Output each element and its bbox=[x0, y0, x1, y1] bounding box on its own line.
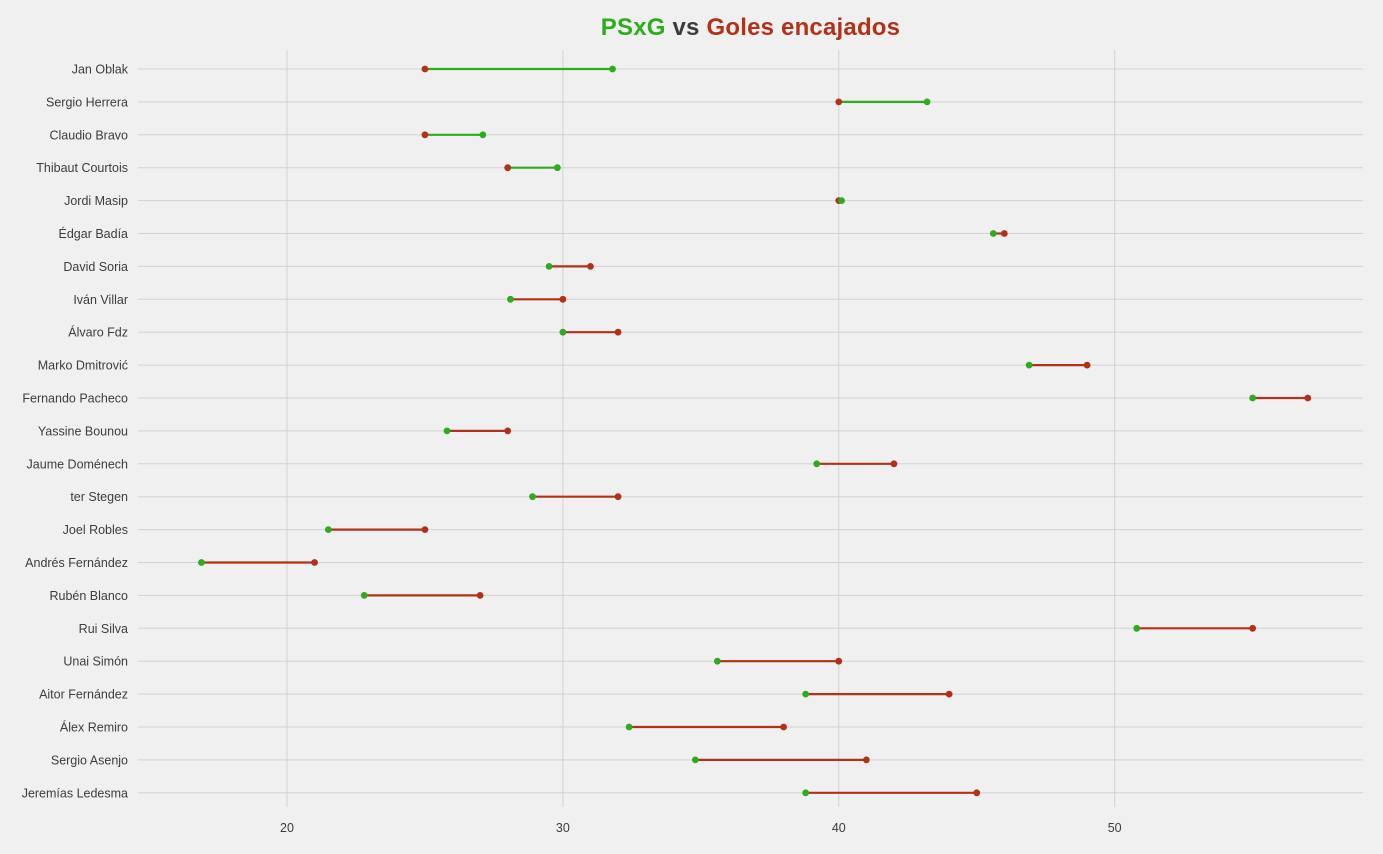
psxg-point bbox=[802, 690, 810, 698]
goals-point bbox=[945, 690, 953, 698]
psxg-point bbox=[1133, 624, 1141, 632]
goals-point bbox=[476, 592, 484, 599]
goals-point bbox=[311, 559, 318, 566]
goals-point bbox=[1304, 394, 1312, 402]
psxg-point bbox=[713, 657, 721, 665]
player-label: Thibaut Courtois bbox=[36, 161, 128, 175]
player-label: Jan Oblak bbox=[72, 63, 129, 77]
psxg-point bbox=[802, 789, 810, 797]
goals-point bbox=[780, 723, 788, 731]
psxg-point bbox=[360, 592, 368, 599]
goals-point bbox=[835, 657, 843, 665]
psxg-point bbox=[559, 328, 567, 336]
label-layer: 20 30 40 50 Jan Oblak Sergio Herrera Claudio B… bbox=[22, 63, 1122, 836]
player-label: Aitor Fernández bbox=[39, 688, 128, 702]
psxg-point bbox=[1025, 361, 1033, 369]
psxg-point bbox=[324, 526, 332, 533]
goals-point bbox=[614, 328, 622, 336]
goals-point bbox=[890, 460, 898, 468]
psxg-point bbox=[609, 65, 616, 73]
player-label: Jordi Masip bbox=[64, 194, 128, 208]
player-label: Andrés Fernández bbox=[25, 556, 128, 570]
goals-point bbox=[1249, 624, 1257, 632]
psxg-point bbox=[813, 460, 821, 468]
player-label: Édgar Badía bbox=[59, 226, 129, 241]
goals-point bbox=[421, 65, 429, 73]
goals-point bbox=[421, 131, 429, 139]
player-label: Jeremías Ledesma bbox=[22, 786, 128, 800]
psxg-point bbox=[553, 164, 561, 172]
player-label: Joel Robles bbox=[63, 523, 128, 537]
player-label: Sergio Herrera bbox=[46, 95, 128, 109]
player-label: Rui Silva bbox=[79, 622, 128, 636]
player-label: Álvaro Fdz bbox=[68, 325, 128, 340]
player-label: Fernando Pacheco bbox=[22, 392, 128, 406]
x-tick-label: 40 bbox=[832, 821, 846, 835]
point-layer bbox=[198, 65, 1312, 797]
grid-layer bbox=[138, 50, 1363, 807]
psxg-point bbox=[1249, 394, 1257, 402]
title-vs: vs bbox=[665, 14, 707, 41]
chart-title: PSxG vs Goles encajados bbox=[0, 14, 1383, 42]
goals-point bbox=[504, 427, 512, 435]
psxg-point bbox=[198, 559, 205, 566]
psxg-point bbox=[529, 493, 536, 501]
goals-point bbox=[862, 756, 870, 764]
segment-layer bbox=[201, 67, 1308, 794]
psxg-point bbox=[479, 131, 487, 139]
goals-point bbox=[559, 295, 567, 303]
psxg-point bbox=[989, 230, 997, 237]
goals-point bbox=[835, 98, 843, 106]
player-label: Rubén Blanco bbox=[49, 589, 128, 603]
goals-point bbox=[614, 493, 622, 501]
psxg-point bbox=[545, 263, 553, 270]
player-label: Claudio Bravo bbox=[49, 128, 128, 142]
goals-point bbox=[973, 789, 981, 797]
goals-point bbox=[587, 263, 594, 270]
goals-point bbox=[1000, 230, 1008, 237]
goals-point bbox=[504, 164, 512, 172]
player-label: David Soria bbox=[63, 260, 128, 274]
player-label: Sergio Asenjo bbox=[51, 753, 128, 767]
player-label: ter Stegen bbox=[70, 490, 128, 504]
x-tick-label: 20 bbox=[280, 821, 294, 835]
x-tick-label: 50 bbox=[1108, 821, 1122, 835]
psxg-point bbox=[443, 427, 451, 435]
psxg-point bbox=[507, 295, 514, 303]
player-label: Jaume Doménech bbox=[27, 457, 128, 471]
player-label: Yassine Bounou bbox=[38, 424, 128, 438]
player-label: Marko Dmitrović bbox=[38, 359, 128, 373]
player-label: Unai Simón bbox=[63, 655, 128, 669]
psxg-point bbox=[625, 723, 633, 731]
psxg-point bbox=[691, 756, 699, 764]
x-tick-label: 30 bbox=[556, 821, 570, 835]
psxg-point bbox=[923, 98, 931, 106]
player-label: Iván Villar bbox=[73, 293, 128, 307]
goals-point bbox=[1083, 361, 1091, 369]
title-goals: Goles encajados bbox=[706, 14, 901, 41]
player-label: Álex Remiro bbox=[60, 720, 128, 735]
goals-point bbox=[421, 526, 429, 533]
title-psxg: PSxG bbox=[600, 14, 666, 41]
psxg-point bbox=[838, 197, 845, 205]
